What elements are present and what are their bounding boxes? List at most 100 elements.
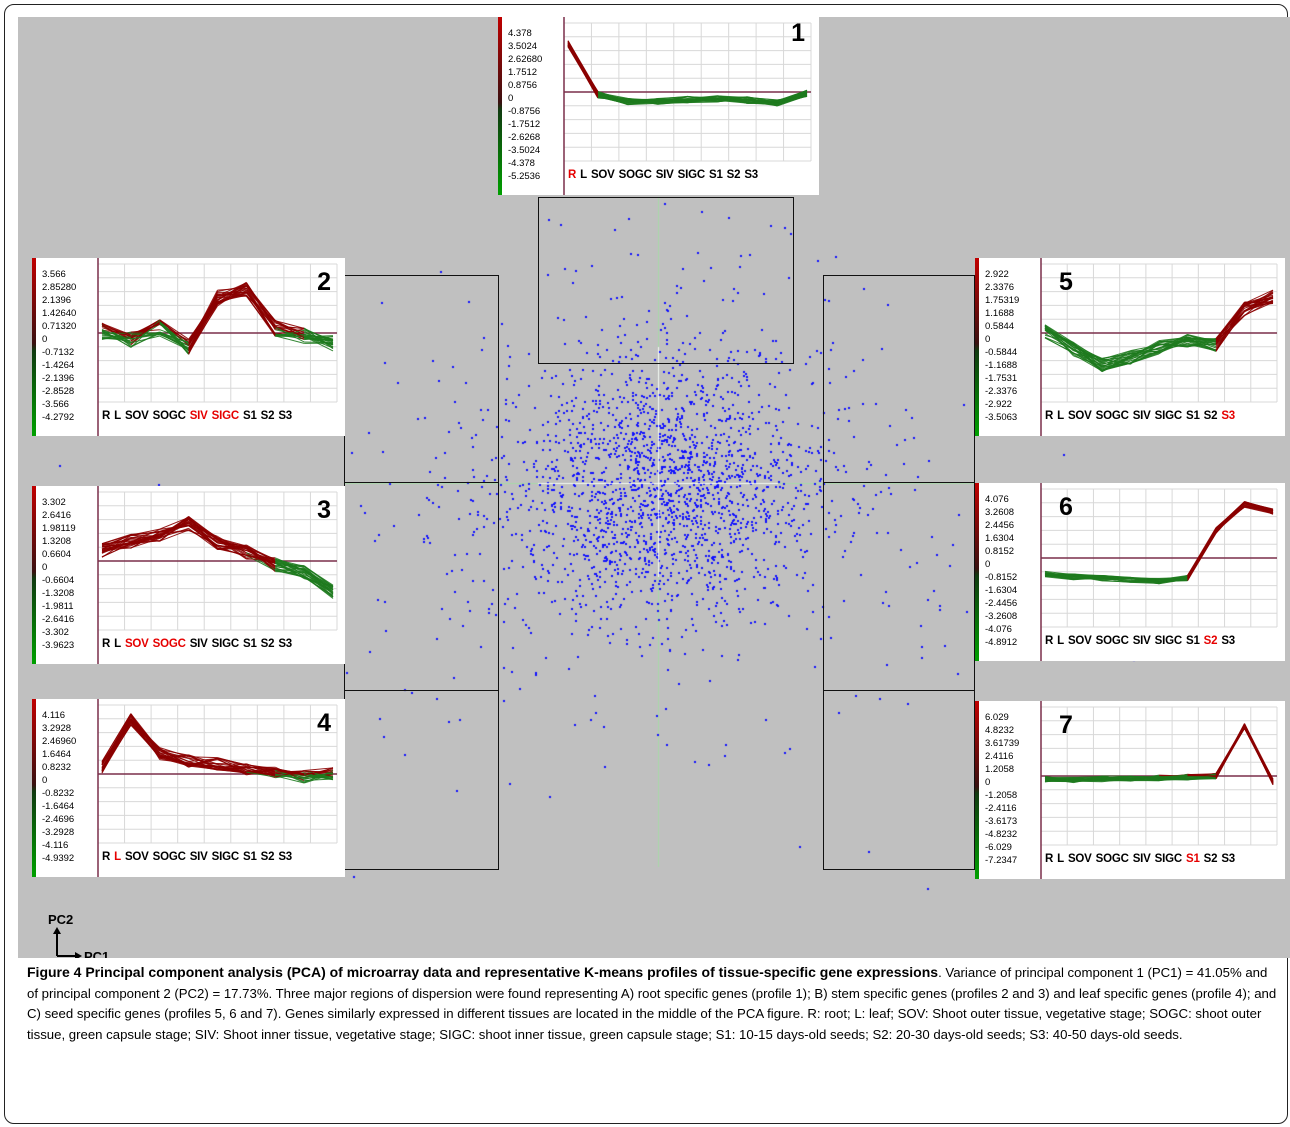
y-tick-label: -4.116 xyxy=(42,840,69,852)
tissue-label: SIV xyxy=(189,638,208,650)
tissue-label: S1 xyxy=(708,169,723,181)
y-tick-label: -2.4116 xyxy=(985,803,1017,815)
y-tick-label: 1.75319 xyxy=(985,295,1020,307)
y-tick-label: 4.8232 xyxy=(985,725,1015,737)
tissue-label: SOGC xyxy=(618,169,652,181)
profile-chart-1 xyxy=(498,17,812,195)
tissue-label: S3 xyxy=(278,851,292,863)
tissue-label: R xyxy=(102,851,111,863)
y-tick-label: 4.116 xyxy=(42,710,66,721)
y-tick-label: 2.3376 xyxy=(985,282,1015,294)
y-tick-label: -4.8912 xyxy=(985,637,1018,649)
tissue-label: SOGC xyxy=(152,851,186,863)
caption-title: Figure 4 Principal component analysis (P… xyxy=(27,964,939,980)
y-tick-label: -1.7531 xyxy=(985,373,1018,385)
tissue-label: L xyxy=(114,851,121,863)
profile-chart-7 xyxy=(975,701,1278,879)
y-tick-label: -1.1688 xyxy=(985,360,1018,372)
tissue-label: SOGC xyxy=(152,410,186,422)
tissue-label: SIGC xyxy=(677,169,706,181)
tissue-label: L xyxy=(1057,635,1064,647)
tissue-label: R xyxy=(102,410,111,422)
tissue-label: SOV xyxy=(124,851,149,863)
y-tick-label: 2.4116 xyxy=(985,751,1014,763)
profile-panel-5: 2.922 2.3376 1.75319 1.1688 0.5844 0 -0.5844 -1… xyxy=(975,258,1285,436)
y-tick-label: 2.922 xyxy=(985,269,1009,280)
region-box-top xyxy=(538,197,794,364)
caption-body: . Variance of principal component 1 (PC1… xyxy=(27,965,1277,1042)
tissue-label: SIV xyxy=(1132,410,1151,422)
region-box-right-lower xyxy=(823,690,975,870)
tissue-label: SIV xyxy=(655,169,674,181)
profile-panel-4: 4.116 3.2928 2.46960 1.6464 0.8232 0 -0.8232 -1… xyxy=(32,699,345,877)
y-tick-label: -0.8756 xyxy=(508,106,541,118)
color-scale-bar xyxy=(975,701,979,879)
y-tick-label: 0 xyxy=(985,334,991,346)
color-scale-bar xyxy=(32,258,36,436)
y-tick-label: -0.6604 xyxy=(42,575,75,587)
tissue-label: S1 xyxy=(242,851,257,863)
tissue-label: L xyxy=(114,410,121,422)
y-tick-label: 0 xyxy=(508,93,514,105)
tissue-label: S3 xyxy=(278,410,292,422)
y-tick-label: 3.566 xyxy=(42,269,66,280)
tissue-label: SIV xyxy=(189,410,208,422)
tissue-label: SIGC xyxy=(1154,853,1183,865)
tissue-label: SIGC xyxy=(1154,635,1183,647)
y-tick-label: 3.61739 xyxy=(985,738,1020,750)
tissue-labels: R L SOV SOGC SIV SIGC S1 S2 S3 xyxy=(1045,853,1239,865)
y-tick-label: 1.3208 xyxy=(42,536,72,548)
y-tick-label: -6.029 xyxy=(985,842,1012,854)
tissue-label: S2 xyxy=(1203,410,1218,422)
y-tick-label: -3.5024 xyxy=(508,145,541,157)
y-tick-label: 1.6304 xyxy=(985,533,1015,545)
profile-panel-2: 3.566 2.85280 2.1396 1.42640 0.71320 0 -0.7132… xyxy=(32,258,345,436)
tissue-label: S1 xyxy=(242,410,257,422)
y-tick-label: -2.4696 xyxy=(42,814,75,826)
tissue-label: S2 xyxy=(260,410,275,422)
y-tick-label: 0 xyxy=(42,775,48,787)
tissue-labels: R L SOV SOGC SIV SIGC S1 S2 S3 xyxy=(568,169,762,181)
y-tick-label: -1.7512 xyxy=(508,119,541,131)
tissue-label: SOV xyxy=(590,169,615,181)
y-tick-label: -3.2608 xyxy=(985,611,1018,623)
profile-panel-3: 3.302 2.6416 1.98119 1.3208 0.6604 0 -0.6604 -1… xyxy=(32,486,345,664)
y-tick-label: 0 xyxy=(985,559,991,571)
y-tick-label: -2.8528 xyxy=(42,386,75,398)
y-tick-label: -2.1396 xyxy=(42,373,75,385)
y-tick-label: 0.6604 xyxy=(42,549,72,561)
y-tick-label: -1.6464 xyxy=(42,801,75,813)
tissue-label: S2 xyxy=(726,169,741,181)
y-tick-label: -4.076 xyxy=(985,624,1012,636)
tissue-label: SOGC xyxy=(1095,853,1129,865)
tissue-label: SIV xyxy=(189,851,208,863)
y-tick-label: 2.62680 xyxy=(508,54,543,66)
color-scale-bar xyxy=(32,699,36,877)
y-tick-label: 0 xyxy=(985,777,991,789)
profile-chart-5 xyxy=(975,258,1278,436)
y-tick-label: -0.8152 xyxy=(985,572,1018,584)
profile-number: 7 xyxy=(1059,711,1073,739)
profile-chart-6 xyxy=(975,483,1278,661)
y-tick-label: -3.2928 xyxy=(42,827,75,839)
profile-panel-7: 6.029 4.8232 3.61739 2.4116 1.2058 0 -1.2058 -2… xyxy=(975,701,1285,879)
y-tick-label: 0 xyxy=(42,334,48,346)
color-scale-bar xyxy=(498,17,502,195)
profile-chart-3 xyxy=(32,486,338,664)
y-tick-label: 0.8152 xyxy=(985,546,1015,558)
tissue-label: SOV xyxy=(1067,410,1092,422)
y-tick-label: -2.922 xyxy=(985,399,1012,411)
tissue-labels: R L SOV SOGC SIV SIGC S1 S2 S3 xyxy=(102,851,296,863)
tissue-label: R xyxy=(1045,853,1054,865)
y-tick-label: 2.1396 xyxy=(42,295,72,307)
region-box-left-upper xyxy=(344,275,499,483)
y-tick-label: -2.6268 xyxy=(508,132,541,144)
tissue-label: L xyxy=(1057,410,1064,422)
profile-number: 4 xyxy=(317,709,331,737)
tissue-label: S3 xyxy=(1221,410,1235,422)
tissue-label: R xyxy=(1045,410,1054,422)
tissue-labels: R L SOV SOGC SIV SIGC S1 S2 S3 xyxy=(1045,635,1239,647)
tissue-label: S2 xyxy=(1203,853,1218,865)
y-tick-label: -3.9623 xyxy=(42,640,75,652)
tissue-label: S2 xyxy=(1203,635,1218,647)
